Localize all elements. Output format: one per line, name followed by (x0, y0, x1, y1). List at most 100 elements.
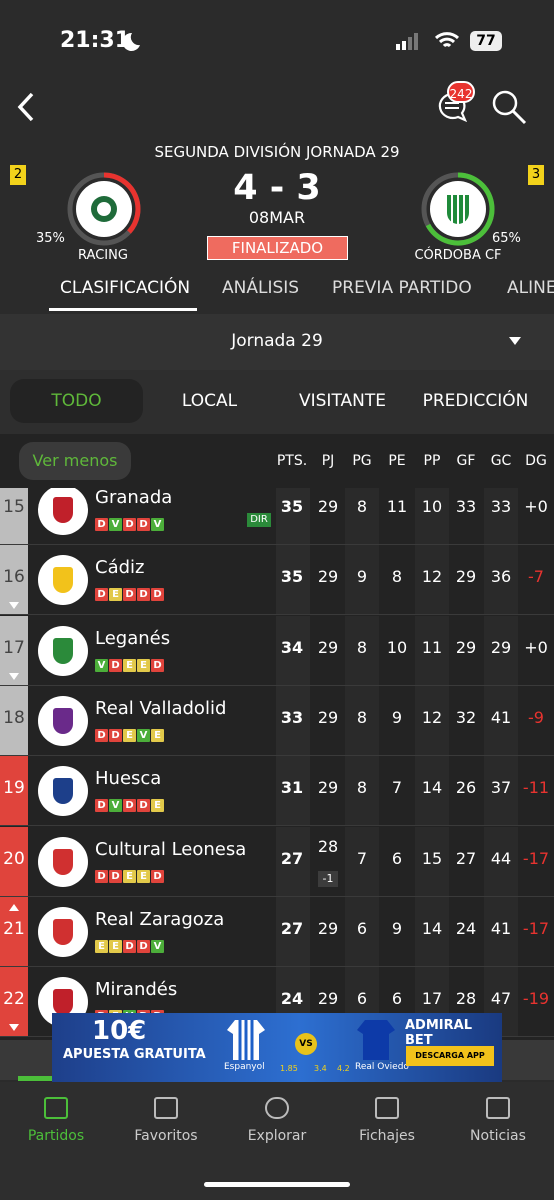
toggle-button[interactable]: Ver menos (19, 442, 131, 480)
col-shade (484, 896, 518, 966)
ad-cta[interactable]: DESCARGA APP (406, 1046, 494, 1066)
team-logo (38, 555, 88, 606)
away-logo (421, 172, 495, 246)
nav-icon[interactable] (265, 1097, 289, 1119)
ad-team2: Real Oviedo (355, 1062, 409, 1072)
filter[interactable]: LOCAL (181, 391, 238, 411)
stat: 33 (455, 497, 477, 516)
nav-item[interactable]: Favoritos (134, 1128, 198, 1144)
stat: 34 (280, 637, 304, 657)
form-result: E (137, 869, 150, 883)
filter[interactable]: PREDICCIÓN (422, 391, 529, 411)
column-header: PG (352, 453, 372, 469)
dropdown[interactable]: Jornada 29 (0, 314, 554, 370)
ad-brand: ADMIRAL BET (405, 1018, 472, 1048)
nav-item[interactable]: Explorar (247, 1128, 307, 1144)
stat: 12 (421, 707, 443, 727)
team-name: Mirandés (95, 979, 178, 1001)
dropdown-label: Jornada 29 (231, 331, 323, 351)
col-shade (345, 826, 379, 896)
form-result: V (109, 518, 122, 531)
moon-icon (122, 32, 140, 51)
position: 15 (3, 497, 25, 517)
col-shade (484, 756, 518, 826)
form-result: D (151, 869, 164, 883)
form-result: D (123, 588, 136, 602)
form-result: D (137, 518, 150, 531)
stat: 11 (386, 497, 408, 516)
position: 16 (3, 567, 25, 588)
pts-column (276, 685, 310, 755)
pts-column (276, 615, 310, 685)
col-shade (415, 615, 449, 685)
form-result: V (137, 728, 150, 742)
stat: 31 (280, 778, 304, 798)
team-logo (38, 625, 88, 676)
nav-icon[interactable] (154, 1097, 178, 1119)
team-name: Real Valladolid (95, 697, 227, 719)
stat: 24 (280, 989, 304, 1009)
stat: 29 (317, 989, 339, 1009)
form-result: E (151, 799, 164, 813)
shirt2 (357, 1020, 395, 1060)
scroll-indicator (18, 1076, 52, 1081)
form-result: D (123, 799, 136, 813)
stat: 29 (317, 637, 339, 657)
stat: -19 (522, 989, 550, 1009)
home-indicator (204, 1182, 350, 1187)
stat: 29 (317, 918, 339, 938)
col-shade (484, 488, 518, 544)
form-result: D (137, 588, 150, 602)
stat: +0 (524, 637, 548, 657)
stat: 35 (280, 567, 304, 587)
tag: DIR (247, 513, 271, 527)
nav-item[interactable]: Fichajes (359, 1128, 415, 1144)
team-name: Real Zaragoza (95, 908, 225, 930)
match-status: FINALIZADO (207, 236, 348, 260)
nav-icon[interactable] (375, 1097, 399, 1119)
tab[interactable]: CLASIFICACIÓN (60, 278, 191, 298)
tab[interactable]: ALINE (507, 278, 554, 298)
away-cards: 3 (528, 165, 544, 185)
form-result: E (109, 588, 122, 602)
crest (53, 497, 73, 523)
position: 17 (3, 637, 25, 658)
date: 08MAR (248, 208, 306, 227)
back-button[interactable] (12, 90, 40, 124)
tab[interactable]: PREVIA PARTIDO (332, 278, 472, 298)
crest (53, 989, 73, 1016)
stat: 8 (356, 778, 368, 798)
nav-item[interactable]: Noticias (470, 1128, 526, 1144)
pts-column (276, 896, 310, 966)
filter[interactable]: TODO (51, 391, 102, 411)
ad-banner[interactable]: 10€ APUESTA GRATUITA Espanyol VS Real Ov… (52, 1013, 502, 1082)
stat: 32 (455, 707, 477, 727)
col-shade (415, 896, 449, 966)
form-result: E (137, 658, 150, 672)
nav-item[interactable]: Partidos (27, 1128, 85, 1144)
ad-amount: 10€ (92, 1016, 147, 1046)
nav-icon[interactable] (486, 1097, 510, 1119)
filter[interactable]: VISITANTE (299, 391, 386, 411)
form-result: E (123, 728, 136, 742)
ad-offer: APUESTA GRATUITA (63, 1047, 206, 1062)
nav-icon[interactable] (44, 1097, 68, 1119)
time: 21:31 (60, 28, 131, 53)
form-result: E (109, 939, 122, 953)
crest (53, 567, 73, 594)
stat: 12 (421, 567, 443, 587)
position: 21 (3, 918, 25, 939)
search-button[interactable] (490, 88, 528, 126)
stat: 9 (391, 707, 403, 727)
form-result: D (151, 658, 164, 672)
stat: 27 (280, 848, 304, 868)
position: 18 (3, 707, 25, 728)
stat: 29 (455, 567, 477, 587)
stat: 27 (455, 848, 477, 868)
stat: 8 (391, 567, 403, 587)
tab[interactable]: ANÁLISIS (222, 278, 300, 298)
stat: 41 (490, 707, 512, 727)
form-result: E (123, 869, 136, 883)
team-logo (38, 906, 88, 957)
